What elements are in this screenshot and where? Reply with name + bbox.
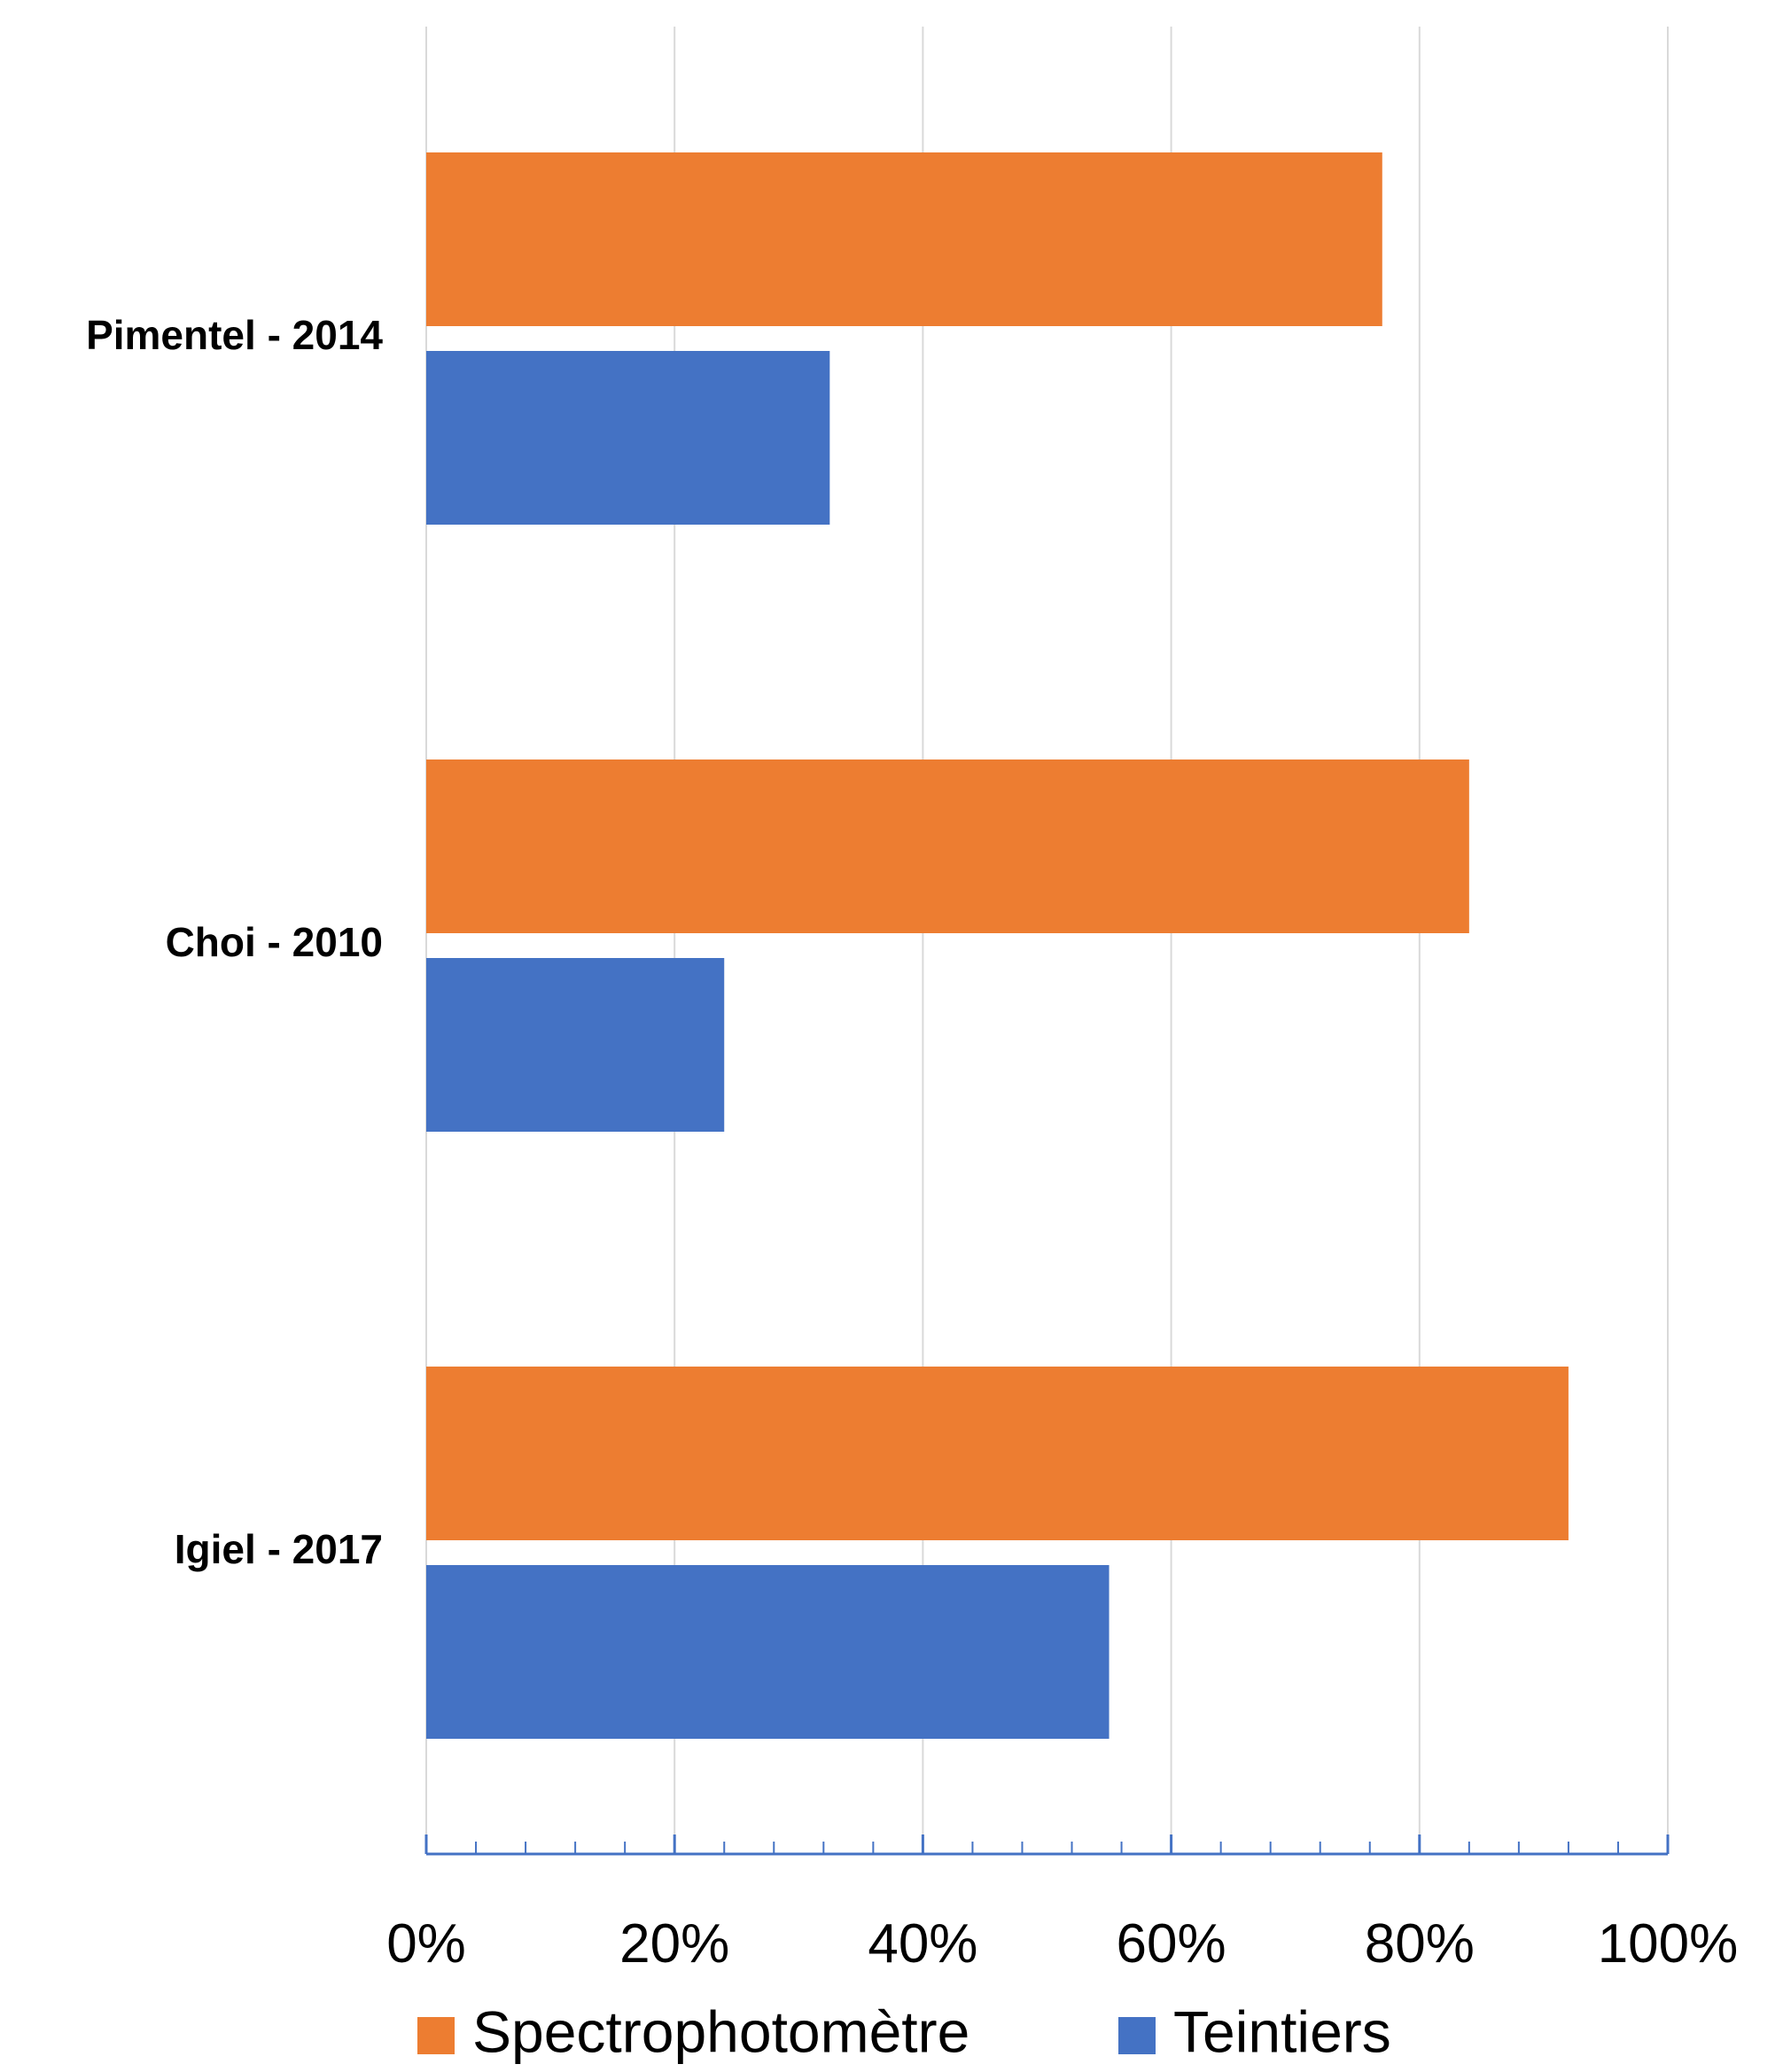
category-label: Choi - 2010 <box>166 919 383 965</box>
bars <box>426 152 1569 1739</box>
legend-swatch <box>1118 2017 1156 2054</box>
x-tick-label: 20% <box>619 1913 729 1975</box>
bar <box>426 351 830 525</box>
x-tick-label: 80% <box>1365 1913 1475 1975</box>
category-labels: Pimentel - 2014 Choi - 2010 Igiel - 2017 <box>86 312 383 1572</box>
bar <box>426 1367 1569 1540</box>
legend-label: Spectrophotomètre <box>472 1998 969 2064</box>
x-tick-label: 60% <box>1117 1913 1226 1975</box>
bar <box>426 958 725 1132</box>
x-tick-label: 40% <box>868 1913 977 1975</box>
legend-label: Teintiers <box>1173 1998 1391 2064</box>
gridlines <box>425 27 1669 1854</box>
legend-swatch <box>417 2017 455 2054</box>
x-axis <box>424 1834 1670 1856</box>
bar <box>426 1565 1110 1739</box>
tick-labels: 0% 20% 40% 60% 80% 100% <box>386 1913 1738 1975</box>
bar <box>426 152 1382 326</box>
category-label: Igiel - 2017 <box>175 1526 383 1572</box>
legend: Spectrophotomètre Teintiers <box>417 1998 1391 2064</box>
category-label: Pimentel - 2014 <box>86 312 383 358</box>
x-tick-label: 0% <box>386 1913 466 1975</box>
x-tick-label: 100% <box>1598 1913 1739 1975</box>
bar <box>426 759 1469 933</box>
